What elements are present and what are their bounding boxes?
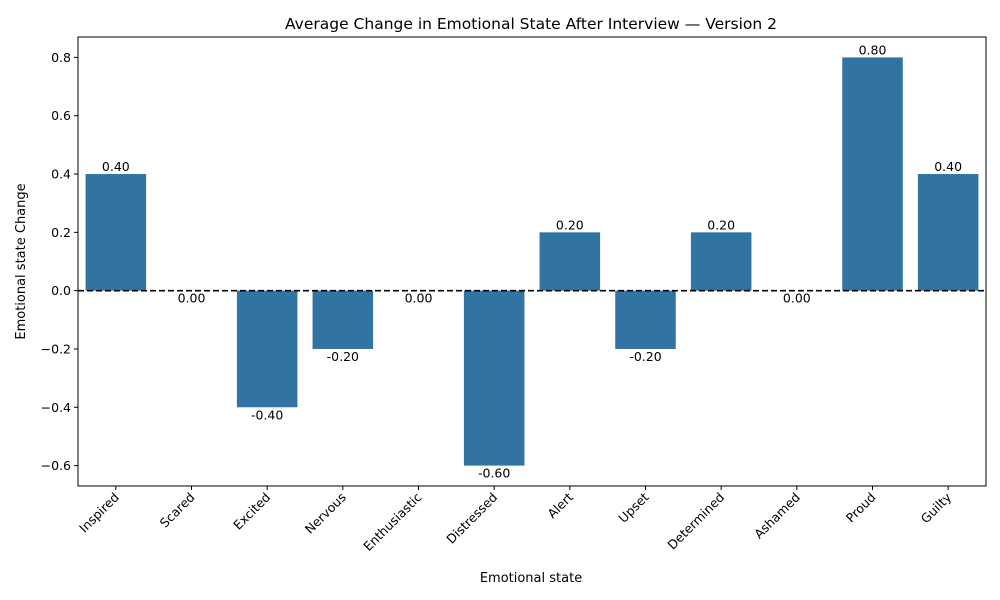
x-axis-label: Emotional state <box>480 571 582 586</box>
x-tick-label-excited: Excited <box>230 490 273 533</box>
x-tick-label-distressed: Distressed <box>443 490 500 547</box>
plot-frame <box>77 36 987 487</box>
data-label-enthusiastic: 0.00 <box>405 291 433 306</box>
data-label-guilty: 0.40 <box>934 159 962 174</box>
bar-determined <box>690 232 752 291</box>
y-tick-label: −0.6 <box>41 458 71 473</box>
bar-upset <box>615 290 676 349</box>
y-tick-label: −0.4 <box>41 400 71 415</box>
data-label-ashamed: 0.00 <box>783 291 811 306</box>
x-tick-label-ashamed: Ashamed <box>751 490 803 542</box>
data-label-inspired: 0.40 <box>102 159 130 174</box>
chart-title: Average Change in Emotional State After … <box>285 15 777 33</box>
x-tick-label-determined: Determined <box>664 490 727 553</box>
data-label-determined: 0.20 <box>707 217 735 232</box>
x-tick-label-proud: Proud <box>843 490 879 526</box>
data-label-excited: -0.40 <box>251 407 283 422</box>
y-tick-label: −0.2 <box>41 341 71 356</box>
x-tick-label-nervous: Nervous <box>302 490 349 537</box>
y-axis-label: Emotional state Change <box>14 183 29 339</box>
x-tick-label-enthusiastic: Enthusiastic <box>360 489 424 553</box>
data-label-nervous: -0.20 <box>327 349 359 364</box>
data-label-alert: 0.20 <box>556 217 584 232</box>
x-tick-label-inspired: Inspired <box>76 490 122 536</box>
data-label-scared: 0.00 <box>178 291 206 306</box>
bar-nervous <box>312 290 374 349</box>
x-tick-label-upset: Upset <box>615 489 651 525</box>
y-tick-label: 0.2 <box>51 225 71 240</box>
y-tick-label: 0.4 <box>51 167 71 182</box>
bar-guilty <box>917 174 979 291</box>
y-tick-label: 0.6 <box>51 108 71 123</box>
x-tick-label-scared: Scared <box>157 490 198 531</box>
plot-area: 0.400.00-0.40-0.200.00-0.600.20-0.200.20… <box>41 42 986 554</box>
bar-excited <box>236 290 298 408</box>
x-tick-label-alert: Alert <box>544 489 576 521</box>
bar-proud <box>842 57 903 291</box>
x-tick-label-guilty: Guilty <box>918 489 955 526</box>
data-label-proud: 0.80 <box>859 42 887 57</box>
bar-inspired <box>85 174 147 291</box>
bar-alert <box>539 232 601 291</box>
y-tick-label: 0.0 <box>51 283 71 298</box>
data-label-upset: -0.20 <box>629 349 661 364</box>
bar-distressed <box>463 290 525 466</box>
data-label-distressed: -0.60 <box>478 466 510 481</box>
y-tick-label: 0.8 <box>51 50 71 65</box>
